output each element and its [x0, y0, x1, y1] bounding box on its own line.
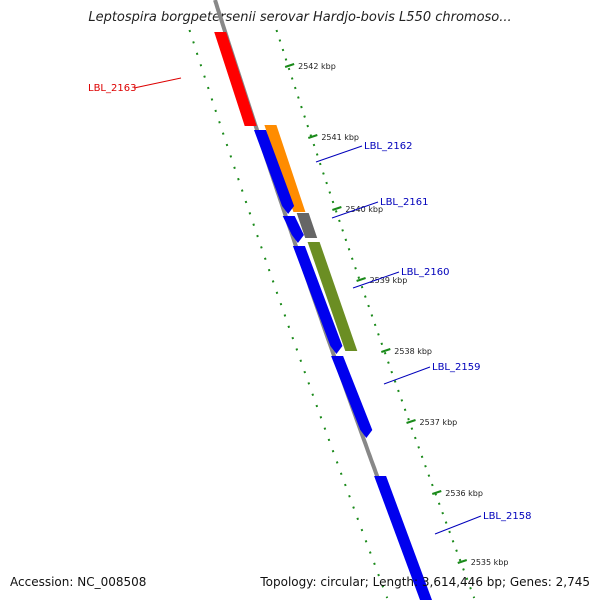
- ruler-tick-4: [380, 348, 391, 353]
- gene-connector-1: [315, 145, 363, 163]
- gene-lbl-2160[interactable]: [307, 242, 358, 351]
- gene-label-lbl-2159[interactable]: LBL_2159: [432, 362, 480, 373]
- gene-lbl-2161[interactable]: [296, 213, 318, 238]
- outer-ruler: [275, 29, 476, 599]
- gene-label-lbl-2163[interactable]: LBL_2163: [88, 83, 136, 94]
- gene-blue-2[interactable]: [282, 216, 304, 243]
- tick-label-3: 2539 kbp: [370, 276, 408, 285]
- tick-label-4: 2538 kbp: [394, 347, 432, 356]
- map-title: Leptospira borgpetersenii serovar Hardjo…: [88, 10, 512, 25]
- topology-label: Topology: circular; Length: 3,614,446 bp…: [260, 575, 590, 589]
- gene-connector-5: [434, 515, 482, 535]
- ruler-tick-0: [284, 63, 295, 68]
- gene-label-lbl-2158[interactable]: LBL_2158: [483, 511, 531, 522]
- tick-label-2: 2540 kbp: [345, 205, 383, 214]
- ruler-tick-6: [431, 490, 442, 495]
- tick-label-7: 2535 kbp: [471, 558, 509, 567]
- tick-label-6: 2536 kbp: [445, 489, 483, 498]
- gene-blue-3[interactable]: [292, 246, 343, 354]
- tick-label-1: 2541 kbp: [321, 133, 359, 142]
- ruler-tick-2: [332, 206, 342, 211]
- gene-label-lbl-2162[interactable]: LBL_2162: [364, 141, 412, 152]
- gene-connector-2: [331, 201, 379, 219]
- gene-lbl-2158[interactable]: [374, 476, 432, 600]
- gene-lbl-2159[interactable]: [331, 356, 373, 438]
- tick-label-0: 2542 kbp: [298, 62, 336, 71]
- ruler-tick-5: [406, 419, 416, 424]
- tick-label-5: 2537 kbp: [420, 418, 458, 427]
- gene-connector-4: [383, 366, 431, 385]
- accession-label: Accession: NC_008508: [10, 575, 147, 589]
- ruler-tick-3: [356, 277, 366, 282]
- gene-blue-1[interactable]: [254, 130, 295, 214]
- gene-label-lbl-2161[interactable]: LBL_2161: [380, 197, 428, 208]
- gene-connector-0: [133, 77, 182, 89]
- gene-lbl-2162[interactable]: [264, 125, 306, 212]
- gene-lbl-2163[interactable]: [214, 32, 257, 126]
- gene-label-lbl-2160[interactable]: LBL_2160: [401, 267, 449, 278]
- inner-ruler: [188, 29, 389, 599]
- ruler-tick-1: [308, 134, 318, 139]
- ruler-tick-7: [457, 559, 468, 564]
- gene-connector-3: [352, 271, 400, 289]
